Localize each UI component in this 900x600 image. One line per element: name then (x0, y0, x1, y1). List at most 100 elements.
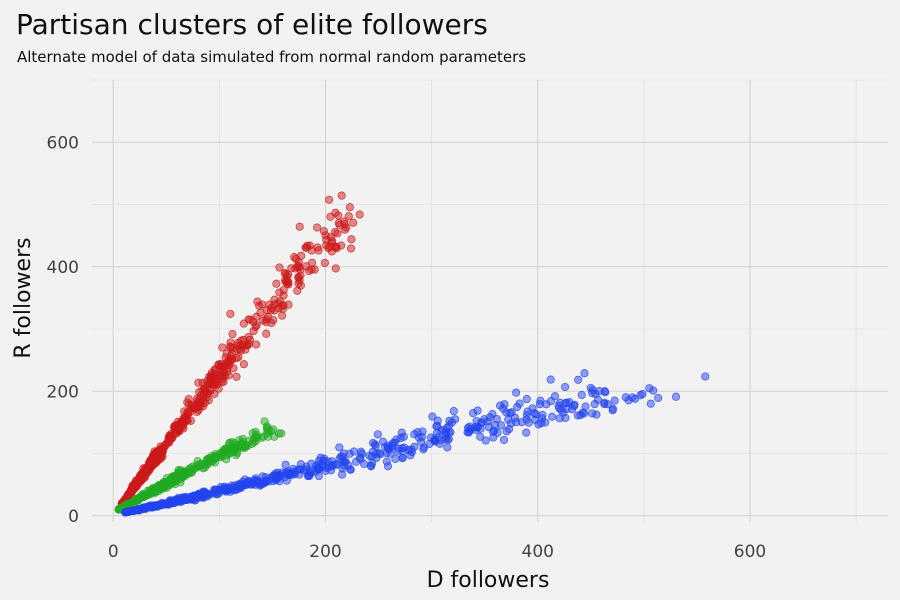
data-point (339, 449, 348, 458)
data-point (308, 258, 317, 267)
data-point (303, 472, 313, 481)
data-point (180, 418, 189, 427)
data-point (512, 418, 521, 427)
y-tick-label: 400 (47, 258, 79, 278)
data-point (433, 416, 442, 425)
data-point (319, 456, 328, 465)
data-point (701, 372, 710, 381)
data-point (320, 258, 329, 267)
data-point (372, 449, 381, 458)
data-point (222, 349, 231, 358)
data-point (281, 270, 290, 279)
data-point (239, 360, 248, 369)
data-point (213, 378, 222, 387)
data-point (587, 409, 597, 418)
data-point (281, 460, 290, 469)
data-point (340, 217, 349, 226)
data-point (240, 475, 249, 484)
data-point (184, 408, 193, 417)
data-point (261, 473, 270, 482)
data-point (232, 372, 241, 381)
data-point (550, 392, 560, 401)
y-tick-label: 200 (47, 382, 79, 402)
data-point (261, 317, 271, 327)
data-point (328, 236, 337, 245)
data-point (239, 444, 248, 453)
data-point (522, 395, 531, 404)
data-point (194, 400, 203, 409)
data-point (370, 440, 380, 449)
data-point (326, 212, 335, 221)
data-point (193, 457, 202, 466)
data-point (133, 478, 142, 487)
data-point (295, 276, 304, 285)
data-point (194, 378, 203, 387)
data-point (355, 210, 364, 219)
data-point (283, 276, 292, 285)
data-point (233, 345, 242, 354)
data-point (577, 390, 586, 400)
data-point (226, 485, 235, 494)
data-point (347, 235, 356, 244)
x-tick-label: 200 (309, 542, 341, 562)
data-point (561, 382, 570, 392)
data-point (346, 465, 355, 474)
data-point (263, 428, 272, 438)
data-points (114, 191, 710, 517)
series-0 (117, 191, 364, 509)
data-point (419, 443, 429, 452)
data-point (170, 474, 179, 483)
data-point (262, 329, 271, 338)
data-point (331, 460, 340, 469)
data-point (561, 413, 570, 422)
data-point (225, 342, 234, 351)
x-axis-label: D followers (427, 568, 550, 593)
data-point (437, 435, 446, 444)
data-point (278, 311, 287, 320)
data-point (297, 251, 306, 260)
data-point (396, 434, 405, 443)
data-point (219, 374, 228, 383)
data-point (182, 495, 191, 505)
data-point (314, 464, 323, 473)
data-point (327, 247, 336, 256)
data-point (548, 412, 557, 421)
data-point (345, 203, 354, 212)
data-point (546, 375, 555, 384)
data-point (340, 225, 349, 234)
data-point (314, 472, 323, 481)
data-point (356, 454, 365, 464)
data-point (480, 415, 489, 424)
data-point (163, 438, 172, 447)
data-point (325, 195, 334, 204)
data-point (269, 425, 278, 434)
data-point (234, 484, 243, 493)
y-tick-label: 0 (68, 507, 79, 527)
data-point (337, 191, 346, 200)
x-tick-label: 0 (108, 542, 119, 562)
data-point (229, 364, 238, 373)
data-point (505, 425, 514, 434)
data-point (226, 309, 235, 318)
chart-subtitle: Alternate model of data simulated from n… (17, 48, 526, 66)
data-point (476, 432, 485, 441)
data-point (157, 480, 166, 489)
data-point (211, 452, 220, 461)
data-point (247, 439, 256, 448)
data-point (331, 227, 340, 237)
x-tick-label: 600 (734, 542, 766, 562)
data-point (266, 306, 276, 315)
data-point (476, 424, 485, 433)
data-point (245, 335, 254, 344)
data-point (122, 507, 131, 516)
data-point (469, 409, 478, 418)
data-point (554, 401, 563, 410)
series-2 (120, 369, 710, 517)
data-point (293, 263, 302, 272)
data-point (349, 218, 358, 227)
data-point (496, 401, 505, 410)
tick-labels: 0 200 400 600 0 200 400 600 (47, 133, 767, 562)
data-point (314, 246, 323, 255)
data-point (319, 227, 329, 236)
data-point (139, 492, 148, 501)
